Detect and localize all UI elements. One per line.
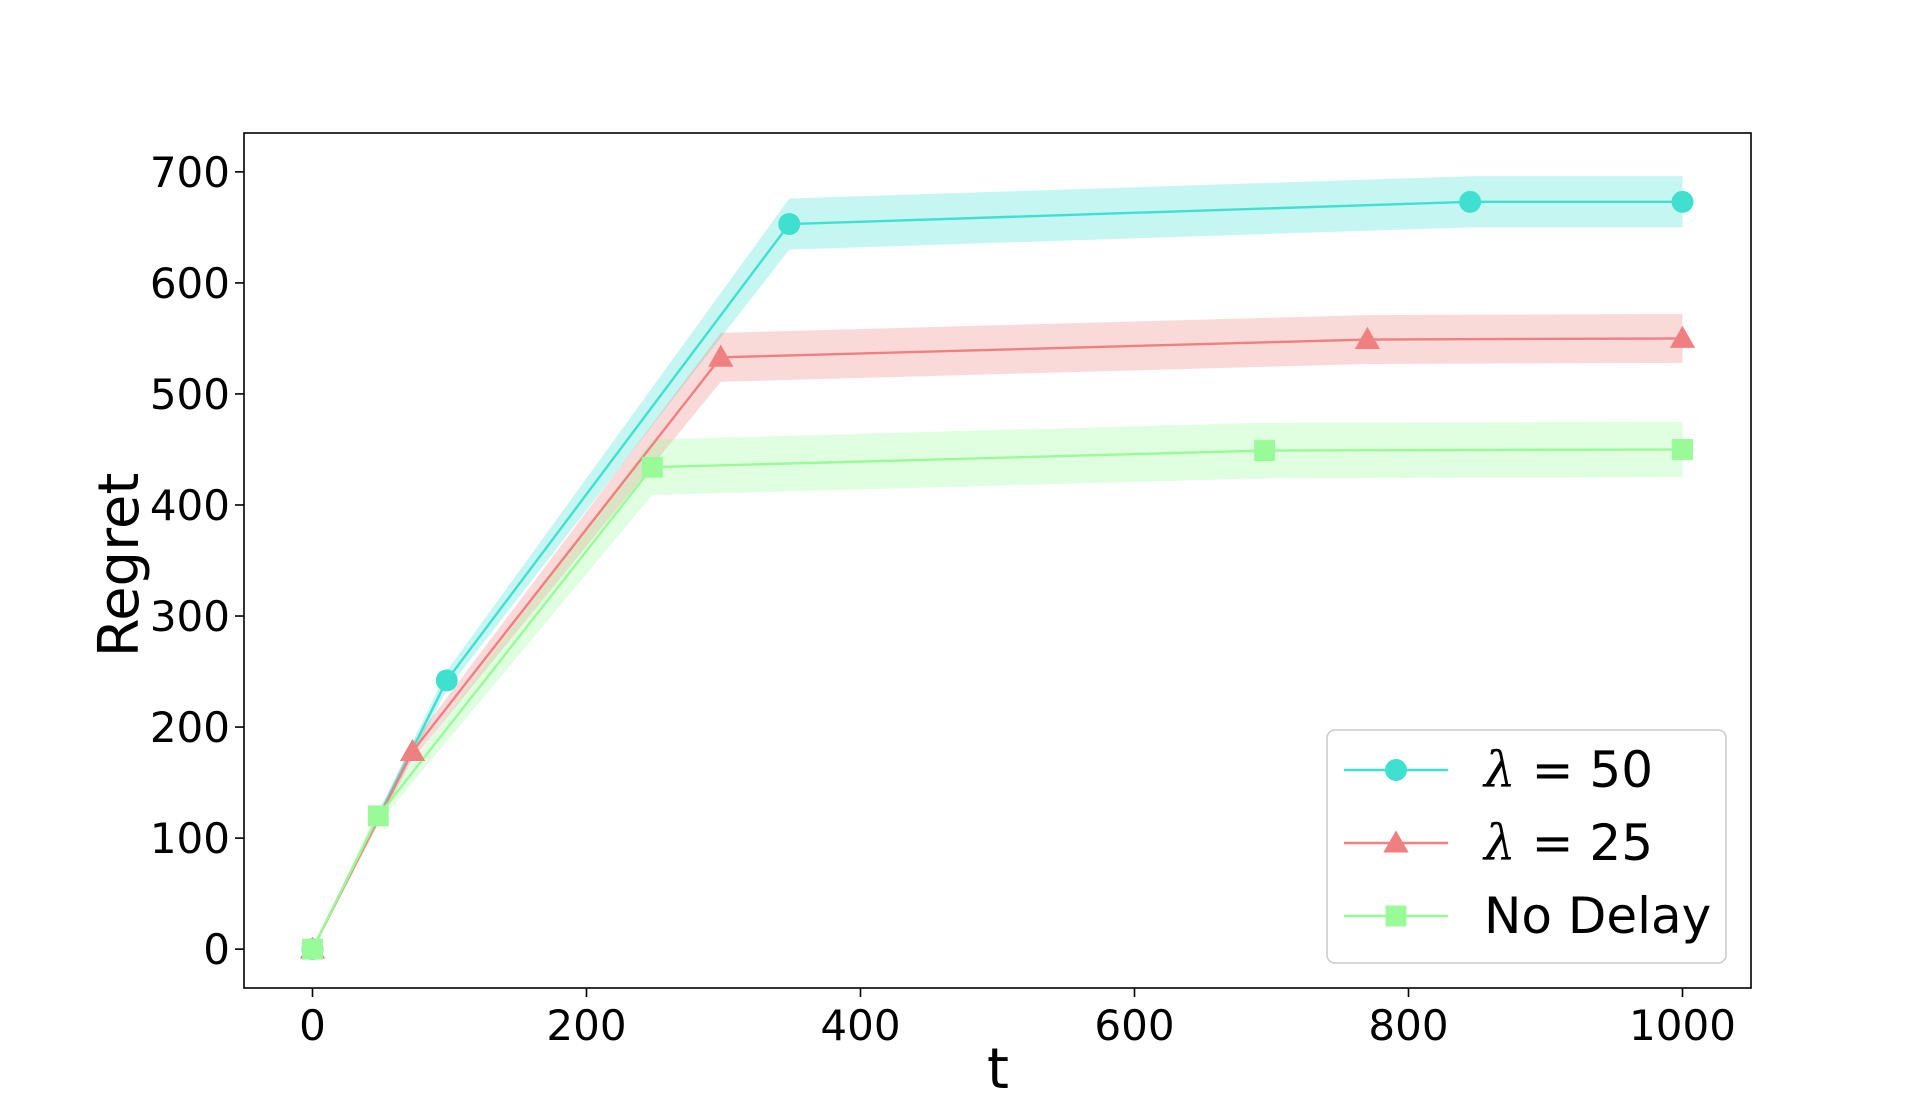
x-tick-label-1: 200 (546, 1001, 626, 1050)
y-tick-label-5: 500 (150, 370, 230, 419)
legend-box (1326, 729, 1727, 964)
data-point-1-3 (1354, 326, 1381, 350)
data-point-2-2 (641, 456, 663, 478)
x-tick-label-0: 0 (299, 1001, 326, 1050)
y-tick-label-1: 100 (150, 814, 230, 863)
data-point-2-0 (302, 938, 323, 960)
x-tick-label-4: 800 (1368, 1001, 1448, 1050)
y-axis-title: Regret (87, 473, 152, 658)
legend-label-1: λ = 25 (1482, 814, 1653, 872)
data-point-1-2 (708, 344, 734, 367)
plot-frame (243, 132, 1752, 989)
x-axis: 0 200 400 600 800 1000 (299, 988, 1736, 1050)
data-point-0-1 (435, 669, 458, 692)
x-axis-title: t (987, 1037, 1009, 1095)
data-point-2-3 (1254, 440, 1276, 462)
legend-marker-2 (1385, 905, 1407, 927)
y-tick-label-4: 400 (150, 481, 230, 530)
series-band-2 (312, 421, 1683, 950)
legend-marker-0 (1385, 759, 1407, 781)
legend-label-0: λ = 50 (1482, 741, 1653, 799)
legend-marker-1 (1383, 830, 1409, 853)
data-point-0-4 (1671, 190, 1694, 213)
y-axis: 0 100 200 300 400 500 600 700 (150, 148, 244, 974)
data-point-0-3 (1459, 190, 1482, 213)
y-tick-label-6: 600 (150, 259, 230, 308)
data-point-2-4 (1672, 439, 1693, 460)
data-point-0-2 (778, 213, 801, 236)
y-tick-label-3: 300 (150, 592, 230, 641)
data-point-1-4 (1669, 325, 1696, 348)
markers-layer (299, 190, 1696, 961)
y-tick-label-0: 0 (203, 925, 230, 974)
bands-layer (312, 176, 1683, 950)
y-tick-label-2: 200 (150, 703, 230, 752)
legend: λ = 50 λ = 25 No Delay (1326, 729, 1727, 964)
y-tick-label-7: 700 (150, 148, 230, 197)
x-tick-label-3: 600 (1094, 1001, 1174, 1050)
data-point-2-1 (367, 805, 389, 827)
x-tick-label-2: 400 (820, 1001, 900, 1050)
data-point-1-1 (399, 738, 426, 761)
x-tick-label-5: 1000 (1629, 1001, 1736, 1050)
legend-label-2: No Delay (1484, 887, 1711, 945)
